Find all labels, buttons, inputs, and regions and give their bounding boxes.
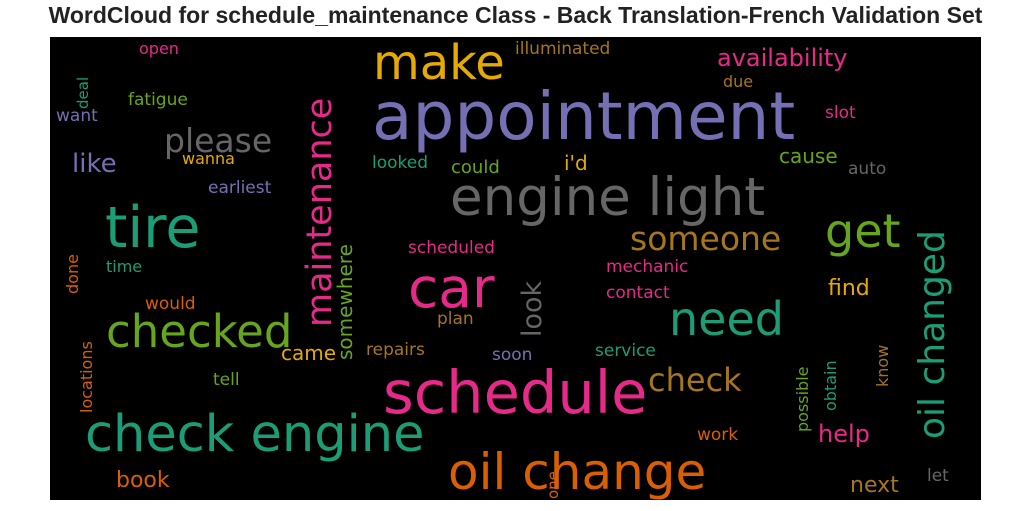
word-soon: soon: [492, 345, 533, 365]
word-next: next: [850, 473, 899, 498]
word-get: get: [825, 204, 901, 258]
word-check: check: [648, 361, 742, 399]
word-i-d: i'd: [564, 151, 588, 175]
word-somewhere: somewhere: [333, 244, 357, 360]
word-make: make: [373, 37, 505, 91]
word-appointment: appointment: [372, 78, 796, 155]
word-illuminated: illuminated: [515, 39, 611, 59]
word-fatigue: fatigue: [128, 90, 188, 110]
word-done: done: [63, 254, 82, 294]
word-mechanic: mechanic: [606, 257, 689, 277]
word-need: need: [669, 292, 784, 346]
word-slot: slot: [825, 103, 856, 123]
word-find: find: [828, 276, 870, 301]
word-car: car: [408, 256, 495, 320]
word-one: one: [544, 471, 562, 499]
word-came: came: [281, 341, 337, 365]
word-could: could: [451, 157, 500, 178]
word-check-engine: check engine: [85, 405, 425, 464]
word-auto: auto: [848, 159, 887, 179]
word-possible: possible: [793, 366, 812, 432]
word-plan: plan: [437, 309, 474, 329]
word-contact: contact: [606, 283, 670, 303]
chart-title: WordCloud for schedule_maintenance Class…: [48, 2, 983, 28]
word-would: would: [145, 294, 196, 314]
word-want: want: [56, 106, 98, 126]
word-like: like: [72, 149, 117, 179]
word-work: work: [697, 425, 739, 445]
word-checked: checked: [106, 305, 293, 358]
word-oil-change: oil change: [448, 443, 707, 500]
word-looked: looked: [372, 153, 429, 173]
word-scheduled: scheduled: [408, 238, 495, 258]
word-service: service: [595, 341, 656, 361]
word-earliest: earliest: [208, 178, 272, 198]
word-open: open: [139, 39, 179, 58]
word-deal: deal: [74, 76, 92, 109]
word-schedule: schedule: [383, 358, 648, 427]
word-wanna: wanna: [182, 149, 235, 168]
word-cause: cause: [779, 144, 838, 168]
word-cloud: appointment engine light schedule check eng…: [50, 37, 981, 500]
word-obtain: obtain: [821, 360, 840, 411]
word-book: book: [116, 468, 170, 493]
word-let: let: [927, 466, 949, 486]
word-tell: tell: [213, 370, 240, 390]
word-locations: locations: [77, 341, 96, 413]
word-repairs: repairs: [366, 340, 425, 360]
word-oil-changed: oil changed: [912, 230, 953, 439]
word-help: help: [818, 420, 870, 448]
word-know: know: [873, 344, 892, 387]
word-look: look: [517, 280, 548, 337]
word-tire: tire: [105, 195, 201, 261]
word-engine-light: engine light: [450, 167, 766, 228]
word-due: due: [723, 72, 754, 91]
word-someone: someone: [630, 219, 782, 258]
word-time: time: [106, 257, 143, 276]
word-availability: availability: [717, 44, 848, 72]
word-please: please: [164, 121, 273, 160]
